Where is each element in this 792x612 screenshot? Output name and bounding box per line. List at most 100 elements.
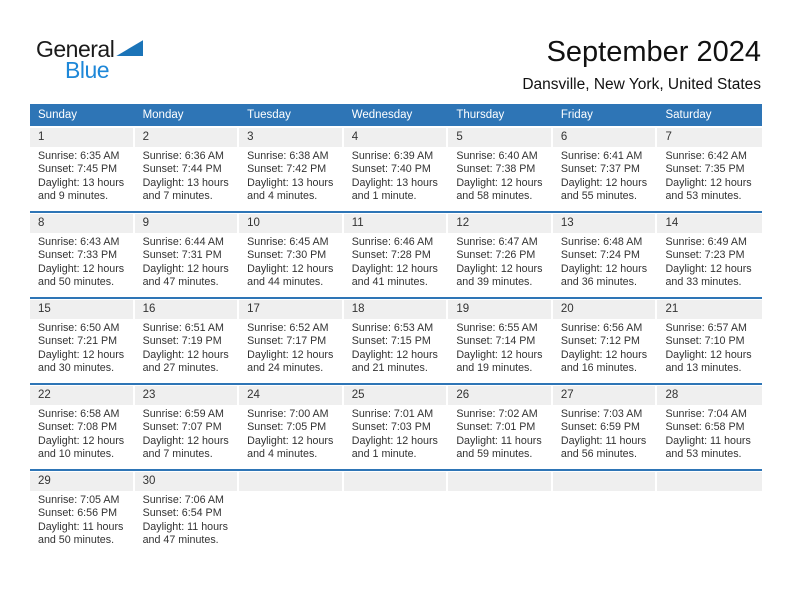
daylight-text: and 4 minutes.: [247, 448, 318, 461]
daylight-text: Daylight: 12 hours: [560, 348, 648, 361]
daylight-text: Daylight: 12 hours: [247, 262, 334, 275]
sunset-text: Sunset: 7:45 PM: [38, 163, 118, 176]
daylight-text: and 59 minutes.: [456, 448, 533, 461]
week-row: 15 Sunrise: 6:50 AM Sunset: 7:21 PM Dayligh…: [30, 297, 763, 383]
day-cell: 28 Sunrise: 7:04 AM Sunset: 6:58 PM Dayligh…: [657, 385, 763, 469]
daylight-text: and 33 minutes.: [665, 276, 742, 289]
daylight-text: and 50 minutes.: [38, 534, 115, 547]
sunset-text: Sunset: 6:58 PM: [665, 421, 745, 434]
weekday-header-row: Sunday Monday Tuesday Wednesday Thursday…: [30, 104, 762, 126]
day-details: Sunrise: 6:47 AM Sunset: 7:26 PM Daylight:…: [448, 233, 553, 290]
daylight-text: and 19 minutes.: [456, 362, 533, 375]
sunset-text: Sunset: 7:35 PM: [665, 163, 745, 176]
sunrise-text: Sunrise: 6:49 AM: [665, 236, 747, 248]
daylight-text: Daylight: 12 hours: [38, 434, 125, 447]
daylight-text: and 39 minutes.: [456, 276, 533, 289]
daylight-text: and 53 minutes.: [665, 190, 742, 203]
day-cell: 23 Sunrise: 6:59 AM Sunset: 7:07 PM Dayligh…: [134, 385, 240, 469]
sunset-text: Sunset: 7:23 PM: [665, 249, 745, 262]
daylight-text: and 13 minutes.: [665, 362, 742, 375]
logo-text-general: General: [36, 36, 115, 62]
page-header: September 2024 Dansville, New York, Unit…: [522, 36, 761, 94]
day-number: 7: [657, 128, 763, 147]
day-cell: 9 Sunrise: 6:44 AM Sunset: 7:31 PM Daylight…: [134, 213, 240, 297]
day-cell: 21 Sunrise: 6:57 AM Sunset: 7:10 PM Dayligh…: [657, 299, 763, 383]
weekday-header-thursday: Thursday: [456, 109, 505, 121]
daylight-text: and 7 minutes.: [142, 190, 213, 203]
day-number: 3: [239, 128, 342, 147]
sunset-text: Sunset: 7:26 PM: [456, 249, 536, 262]
daylight-text: Daylight: 11 hours: [665, 434, 751, 447]
day-number: 6: [552, 128, 656, 147]
sunset-text: Sunset: 7:40 PM: [351, 163, 431, 176]
sunrise-text: Sunrise: 6:39 AM: [351, 150, 434, 162]
sunrise-text: Sunrise: 7:04 AM: [665, 408, 747, 420]
day-number: 1: [30, 128, 133, 147]
day-cell: 8 Sunrise: 6:43 AM Sunset: 7:33 PM Daylight…: [30, 213, 135, 297]
sunset-text: Sunset: 7:19 PM: [142, 335, 222, 348]
logo-triangle-icon: [116, 40, 144, 56]
sunrise-text: Sunrise: 6:36 AM: [142, 150, 224, 162]
empty-day-cell: [657, 471, 763, 548]
day-number: [343, 472, 447, 491]
empty-day-cell: [552, 471, 658, 548]
sunrise-text: Sunrise: 6:58 AM: [38, 408, 120, 420]
day-number: 17: [239, 300, 342, 319]
day-number: 22: [30, 386, 133, 405]
weekday-header-tuesday: Tuesday: [247, 109, 291, 121]
logo-text-blue: Blue: [65, 57, 110, 83]
sunrise-text: Sunrise: 6:57 AM: [665, 322, 747, 334]
sunset-text: Sunset: 7:01 PM: [456, 421, 536, 434]
sunrise-text: Sunrise: 6:51 AM: [142, 322, 224, 334]
daylight-text: Daylight: 13 hours: [351, 176, 438, 189]
day-details: Sunrise: 7:00 AM Sunset: 7:05 PM Daylight:…: [239, 405, 344, 462]
sunset-text: Sunset: 7:15 PM: [351, 335, 431, 348]
day-cell: 29 Sunrise: 7:05 AM Sunset: 6:56 PM Dayligh…: [30, 471, 135, 548]
daylight-text: Daylight: 12 hours: [142, 348, 229, 361]
sunrise-text: Sunrise: 7:00 AM: [247, 408, 329, 420]
daylight-text: Daylight: 12 hours: [665, 176, 752, 189]
day-details: Sunrise: 6:46 AM Sunset: 7:28 PM Daylight:…: [344, 233, 449, 290]
week-row: 22 Sunrise: 6:58 AM Sunset: 7:08 PM Dayligh…: [30, 383, 763, 469]
day-number: [239, 472, 342, 491]
day-details: Sunrise: 6:49 AM Sunset: 7:23 PM Daylight:…: [657, 233, 762, 290]
sunset-text: Sunset: 7:12 PM: [560, 335, 640, 348]
empty-day-cell: [448, 471, 553, 548]
sunrise-text: Sunrise: 7:01 AM: [351, 408, 434, 420]
daylight-text: and 1 minute.: [351, 190, 417, 203]
daylight-text: and 1 minute.: [351, 448, 417, 461]
day-cell: 17 Sunrise: 6:52 AM Sunset: 7:17 PM Dayligh…: [239, 299, 344, 383]
day-details: Sunrise: 6:42 AM Sunset: 7:35 PM Daylight:…: [657, 147, 762, 204]
daylight-text: Daylight: 11 hours: [456, 434, 542, 447]
day-details: Sunrise: 6:50 AM Sunset: 7:21 PM Daylight:…: [30, 319, 135, 376]
day-details: Sunrise: 6:45 AM Sunset: 7:30 PM Daylight:…: [239, 233, 344, 290]
general-blue-logo: General Blue: [36, 36, 144, 83]
sunrise-text: Sunrise: 7:03 AM: [560, 408, 643, 420]
day-details: Sunrise: 7:04 AM Sunset: 6:58 PM Daylight:…: [657, 405, 762, 462]
daylight-text: and 21 minutes.: [351, 362, 428, 375]
daylight-text: Daylight: 12 hours: [142, 434, 229, 447]
sunrise-text: Sunrise: 6:41 AM: [560, 150, 643, 162]
daylight-text: and 27 minutes.: [142, 362, 219, 375]
day-details: Sunrise: 6:57 AM Sunset: 7:10 PM Daylight:…: [657, 319, 762, 376]
daylight-text: Daylight: 12 hours: [142, 262, 229, 275]
day-number: 23: [134, 386, 238, 405]
day-cell: 27 Sunrise: 7:03 AM Sunset: 6:59 PM Dayligh…: [552, 385, 658, 469]
day-details: Sunrise: 6:41 AM Sunset: 7:37 PM Daylight:…: [553, 147, 658, 204]
logo-top-row: General: [36, 36, 144, 62]
week-row: 8 Sunrise: 6:43 AM Sunset: 7:33 PM Daylight…: [30, 211, 763, 297]
weekday-header-wednesday: Wednesday: [351, 109, 413, 121]
day-number: 9: [134, 214, 238, 233]
day-details: Sunrise: 6:59 AM Sunset: 7:07 PM Daylight:…: [135, 405, 240, 462]
day-number: 26: [448, 386, 551, 405]
day-cell: 4 Sunrise: 6:39 AM Sunset: 7:40 PM Daylight…: [343, 127, 449, 211]
day-details: Sunrise: 7:01 AM Sunset: 7:03 PM Daylight:…: [344, 405, 449, 462]
daylight-text: Daylight: 12 hours: [456, 262, 543, 275]
sunrise-text: Sunrise: 7:06 AM: [142, 494, 224, 506]
daylight-text: Daylight: 12 hours: [38, 348, 125, 361]
day-cell: 5 Sunrise: 6:40 AM Sunset: 7:38 PM Daylight…: [448, 127, 553, 211]
daylight-text: and 16 minutes.: [560, 362, 637, 375]
day-cell: 11 Sunrise: 6:46 AM Sunset: 7:28 PM Dayligh…: [343, 213, 449, 297]
day-cell: 1 Sunrise: 6:35 AM Sunset: 7:45 PM Daylight…: [30, 127, 135, 211]
